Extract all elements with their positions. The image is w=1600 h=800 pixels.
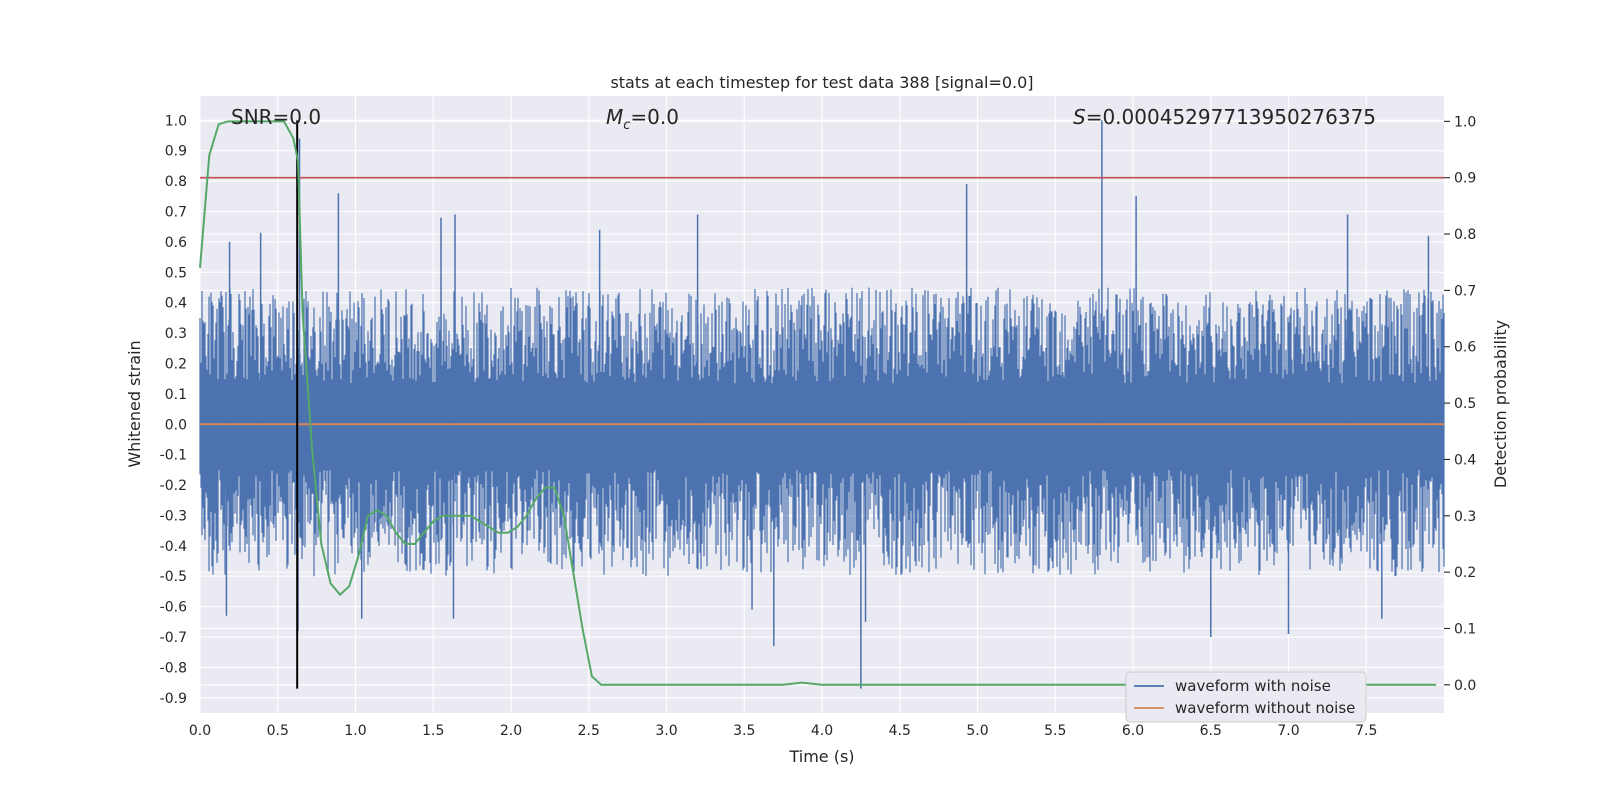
y-tick-label-right: 0.6 xyxy=(1454,340,1476,356)
x-tick-label: 6.5 xyxy=(1200,723,1222,739)
y-axis-label-right: Detection probability xyxy=(1491,320,1510,488)
x-tick-label: 0.5 xyxy=(267,723,289,739)
x-tick-label: 5.0 xyxy=(966,723,988,739)
x-tick-label: 6.0 xyxy=(1122,723,1144,739)
y-tick-label-right: 1.0 xyxy=(1454,114,1476,130)
y-tick-label-left: -0.8 xyxy=(160,660,187,676)
statistic-annotation: S=0.00045297713950276375 xyxy=(1073,105,1376,129)
snr-annotation: SNR=0.0 xyxy=(231,105,321,129)
x-tick-label: 0.0 xyxy=(189,723,211,739)
statistic-symbol: S xyxy=(1073,105,1086,129)
chirp-mass-value: =0.0 xyxy=(630,105,679,129)
y-tick-label-right: 0.7 xyxy=(1454,283,1476,299)
y-tick-label-left: 1.0 xyxy=(165,113,187,129)
x-tick-label: 2.0 xyxy=(500,723,522,739)
y-tick-label-left: 0.7 xyxy=(165,204,187,220)
chirp-mass-symbol: M xyxy=(606,105,623,129)
statistic-value: =0.00045297713950276375 xyxy=(1086,105,1376,129)
chirp-mass-annotation: Mc=0.0 xyxy=(606,105,679,133)
y-tick-label-left: 0.5 xyxy=(165,265,187,281)
y-tick-label-left: -0.3 xyxy=(160,508,187,524)
y-tick-label-left: 0.0 xyxy=(165,417,187,433)
y-tick-label-left: -0.5 xyxy=(160,569,187,585)
x-tick-label: 2.5 xyxy=(578,723,600,739)
y-tick-label-left: 0.2 xyxy=(165,356,187,372)
y-tick-label-right: 0.8 xyxy=(1454,227,1476,243)
overlay-lines xyxy=(199,120,1444,689)
y-tick-label-left: -0.7 xyxy=(160,630,187,646)
y-tick-label-left: -0.4 xyxy=(160,539,187,555)
y-tick-label-right: 0.0 xyxy=(1454,678,1476,694)
y-tick-label-left: 0.8 xyxy=(165,174,187,190)
legend-box xyxy=(1125,671,1367,723)
noise-waveform-series xyxy=(199,120,1445,689)
x-tick-label: 1.5 xyxy=(422,723,444,739)
y-tick-label-right: 0.5 xyxy=(1454,396,1476,412)
y-tick-label-left: -0.1 xyxy=(160,448,187,464)
x-tick-label: 4.5 xyxy=(889,723,911,739)
tick-labels: 0.0 0.5 1.0 1.5 2.0 2.5 3.0 3.5 4.0 4.5 5.0 5.5 6.0 6… xyxy=(160,113,1477,739)
y-tick-label-left: 0.3 xyxy=(165,326,187,342)
x-tick-label: 4.0 xyxy=(811,723,833,739)
x-tick-label: 7.5 xyxy=(1355,723,1377,739)
y-tick-label-left: 0.4 xyxy=(165,296,187,312)
y-tick-label-right: 0.3 xyxy=(1454,509,1476,525)
y-tick-label-right: 0.9 xyxy=(1454,171,1476,187)
chirp-mass-subscript: c xyxy=(623,118,630,133)
y-axis-label-left: Whitened strain xyxy=(125,340,144,467)
y-tick-label-right: 0.2 xyxy=(1454,565,1476,581)
x-tick-label: 7.0 xyxy=(1277,723,1299,739)
legend: waveform with noise waveform without noi… xyxy=(1125,671,1367,723)
y-tick-label-left: 0.6 xyxy=(165,235,187,251)
x-tick-label: 1.0 xyxy=(344,723,366,739)
chart-title: stats at each timestep for test data 388… xyxy=(610,73,1033,92)
y-tick-label-right: 0.4 xyxy=(1454,452,1476,468)
y-tick-label-left: -0.2 xyxy=(160,478,187,494)
legend-label-with-noise: waveform with noise xyxy=(1175,677,1331,695)
y-tick-label-left: 0.1 xyxy=(165,387,187,403)
y-tick-label-left: -0.9 xyxy=(160,691,187,707)
y-tick-label-right: 0.1 xyxy=(1454,621,1476,637)
y-tick-label-left: 0.9 xyxy=(165,144,187,160)
x-tick-label: 3.0 xyxy=(655,723,677,739)
legend-label-without-noise: waveform without noise xyxy=(1175,699,1355,717)
y-tick-label-left: -0.6 xyxy=(160,600,187,616)
x-axis-label: Time (s) xyxy=(788,747,854,766)
x-tick-label: 5.5 xyxy=(1044,723,1066,739)
detection-probability-line xyxy=(199,120,1437,686)
x-tick-label: 3.5 xyxy=(733,723,755,739)
